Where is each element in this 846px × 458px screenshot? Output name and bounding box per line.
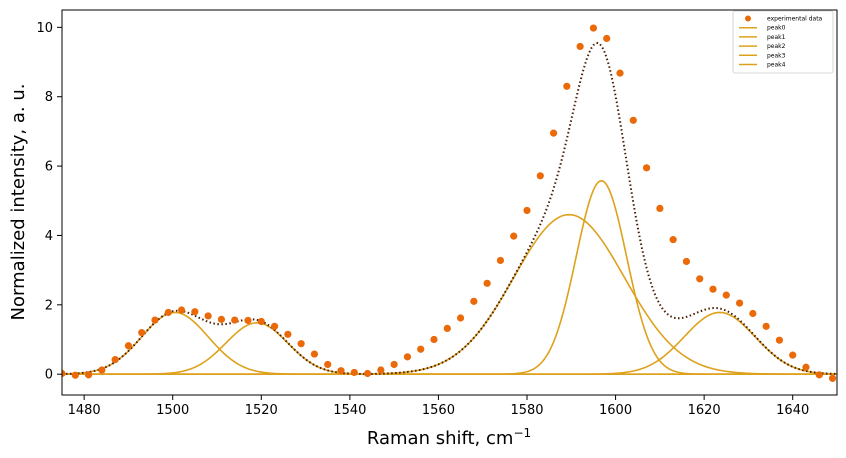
data-point [217, 315, 226, 323]
fit-curve-layer [62, 41, 837, 375]
data-point [111, 356, 119, 364]
data-point [456, 314, 465, 322]
data-point [403, 353, 412, 361]
data-point [124, 342, 133, 350]
data-point [191, 308, 199, 316]
data-point [297, 340, 305, 348]
data-point [443, 324, 451, 333]
data-point [151, 316, 159, 324]
data-point [244, 316, 252, 325]
data-point [363, 369, 372, 378]
plot-frame [61, 9, 838, 396]
y-tick-label: 6 [45, 160, 53, 175]
data-point [177, 306, 186, 314]
fit-curve [62, 41, 837, 375]
x-tick-label: 1520 [245, 403, 278, 418]
x-tick-label: 1580 [510, 403, 543, 418]
data-point [84, 371, 93, 379]
y-tick-label: 0 [45, 368, 53, 383]
data-point [735, 299, 744, 307]
x-tick-label: 1640 [776, 403, 809, 418]
data-point [682, 257, 691, 266]
data-point [656, 204, 664, 212]
legend: experimental data peak0 peak1 peak2 peak3 pea… [732, 10, 834, 74]
data-point [642, 164, 651, 172]
legend-marker-experimental [745, 15, 751, 22]
y-tick-label: 2 [45, 298, 53, 313]
data-point [310, 350, 319, 358]
data-point [549, 129, 558, 137]
x-tick-label: 1540 [333, 403, 366, 418]
data-point [417, 345, 425, 353]
data-point [709, 285, 717, 293]
data-point [789, 351, 797, 359]
data-point [576, 42, 584, 51]
data-point [164, 308, 172, 317]
y-tick-label: 4 [45, 229, 53, 244]
legend-label: peak4 [767, 62, 786, 69]
legend-label: peak3 [767, 52, 786, 59]
data-point [324, 360, 332, 369]
data-point [98, 366, 106, 374]
y-tick-label: 8 [45, 90, 53, 105]
data-point [536, 172, 544, 180]
data-point [284, 330, 292, 338]
data-point [62, 369, 66, 378]
y-axis-ticks: 0 2 4 6 8 10 [36, 21, 62, 383]
data-point [257, 317, 265, 326]
y-axis-title: Normalized intensity, a. u. [8, 84, 29, 321]
data-point [470, 297, 478, 305]
data-point [430, 335, 438, 344]
peak-curve-4 [62, 311, 837, 375]
data-point [828, 374, 837, 382]
x-tick-label: 1500 [156, 403, 189, 418]
data-point [350, 368, 358, 377]
legend-label: peak0 [767, 25, 786, 32]
data-point [802, 363, 810, 371]
data-point [483, 279, 491, 287]
data-point [138, 328, 146, 337]
x-axis-title: Raman shift, cm−1 [367, 426, 531, 449]
x-axis-title-main: Raman shift, cm [367, 428, 514, 449]
data-point [749, 309, 757, 318]
x-tick-label: 1620 [688, 403, 721, 418]
data-point [616, 69, 624, 77]
data-point [71, 371, 79, 379]
data-point [563, 82, 571, 90]
data-point [523, 206, 531, 215]
legend-label: experimental data [767, 16, 823, 23]
legend-label: peak1 [767, 34, 786, 41]
data-point [775, 336, 784, 344]
data-point [603, 34, 611, 43]
data-point [204, 312, 212, 320]
data-point [377, 366, 385, 374]
data-point [722, 291, 730, 299]
data-point [696, 275, 704, 283]
x-tick-label: 1480 [68, 403, 101, 418]
data-point [337, 367, 345, 375]
data-point [762, 322, 770, 330]
x-axis-title-superscript: −1 [513, 426, 531, 440]
x-axis-ticks: 1480 1500 1520 1540 1560 1580 1600 1620 1640 [68, 395, 809, 418]
data-point [270, 322, 279, 330]
x-tick-label: 1560 [422, 403, 455, 418]
data-point [629, 116, 637, 124]
data-point [669, 236, 677, 244]
y-tick-label: 10 [36, 21, 53, 36]
data-point [510, 232, 518, 240]
data-point [496, 256, 505, 265]
experimental-points [62, 24, 837, 382]
data-point [231, 316, 239, 324]
legend-label: peak2 [767, 43, 786, 50]
data-point [589, 24, 598, 32]
x-tick-label: 1600 [599, 403, 632, 418]
data-point [390, 360, 398, 369]
data-point [815, 371, 823, 379]
legend-box [732, 10, 834, 74]
